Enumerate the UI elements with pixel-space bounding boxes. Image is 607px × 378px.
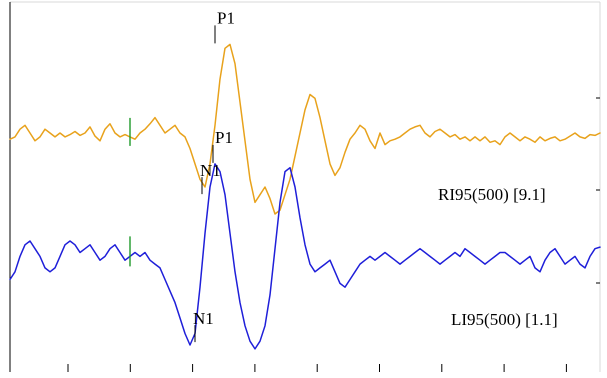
peak-label-left-n1: N1 xyxy=(193,309,214,328)
series-label-left: LI95(500) [1.1] xyxy=(451,310,558,329)
peak-label-right-n1: N1 xyxy=(200,161,221,180)
series-label-right: RI95(500) [9.1] xyxy=(438,185,546,204)
peak-label-right-p1: P1 xyxy=(217,8,235,27)
series-line-left xyxy=(9,163,601,350)
right-axis-ticks xyxy=(596,97,600,284)
x-axis-ticks xyxy=(67,364,567,372)
peak-label-left-p1: P1 xyxy=(215,128,233,147)
series-line-right xyxy=(9,43,601,215)
